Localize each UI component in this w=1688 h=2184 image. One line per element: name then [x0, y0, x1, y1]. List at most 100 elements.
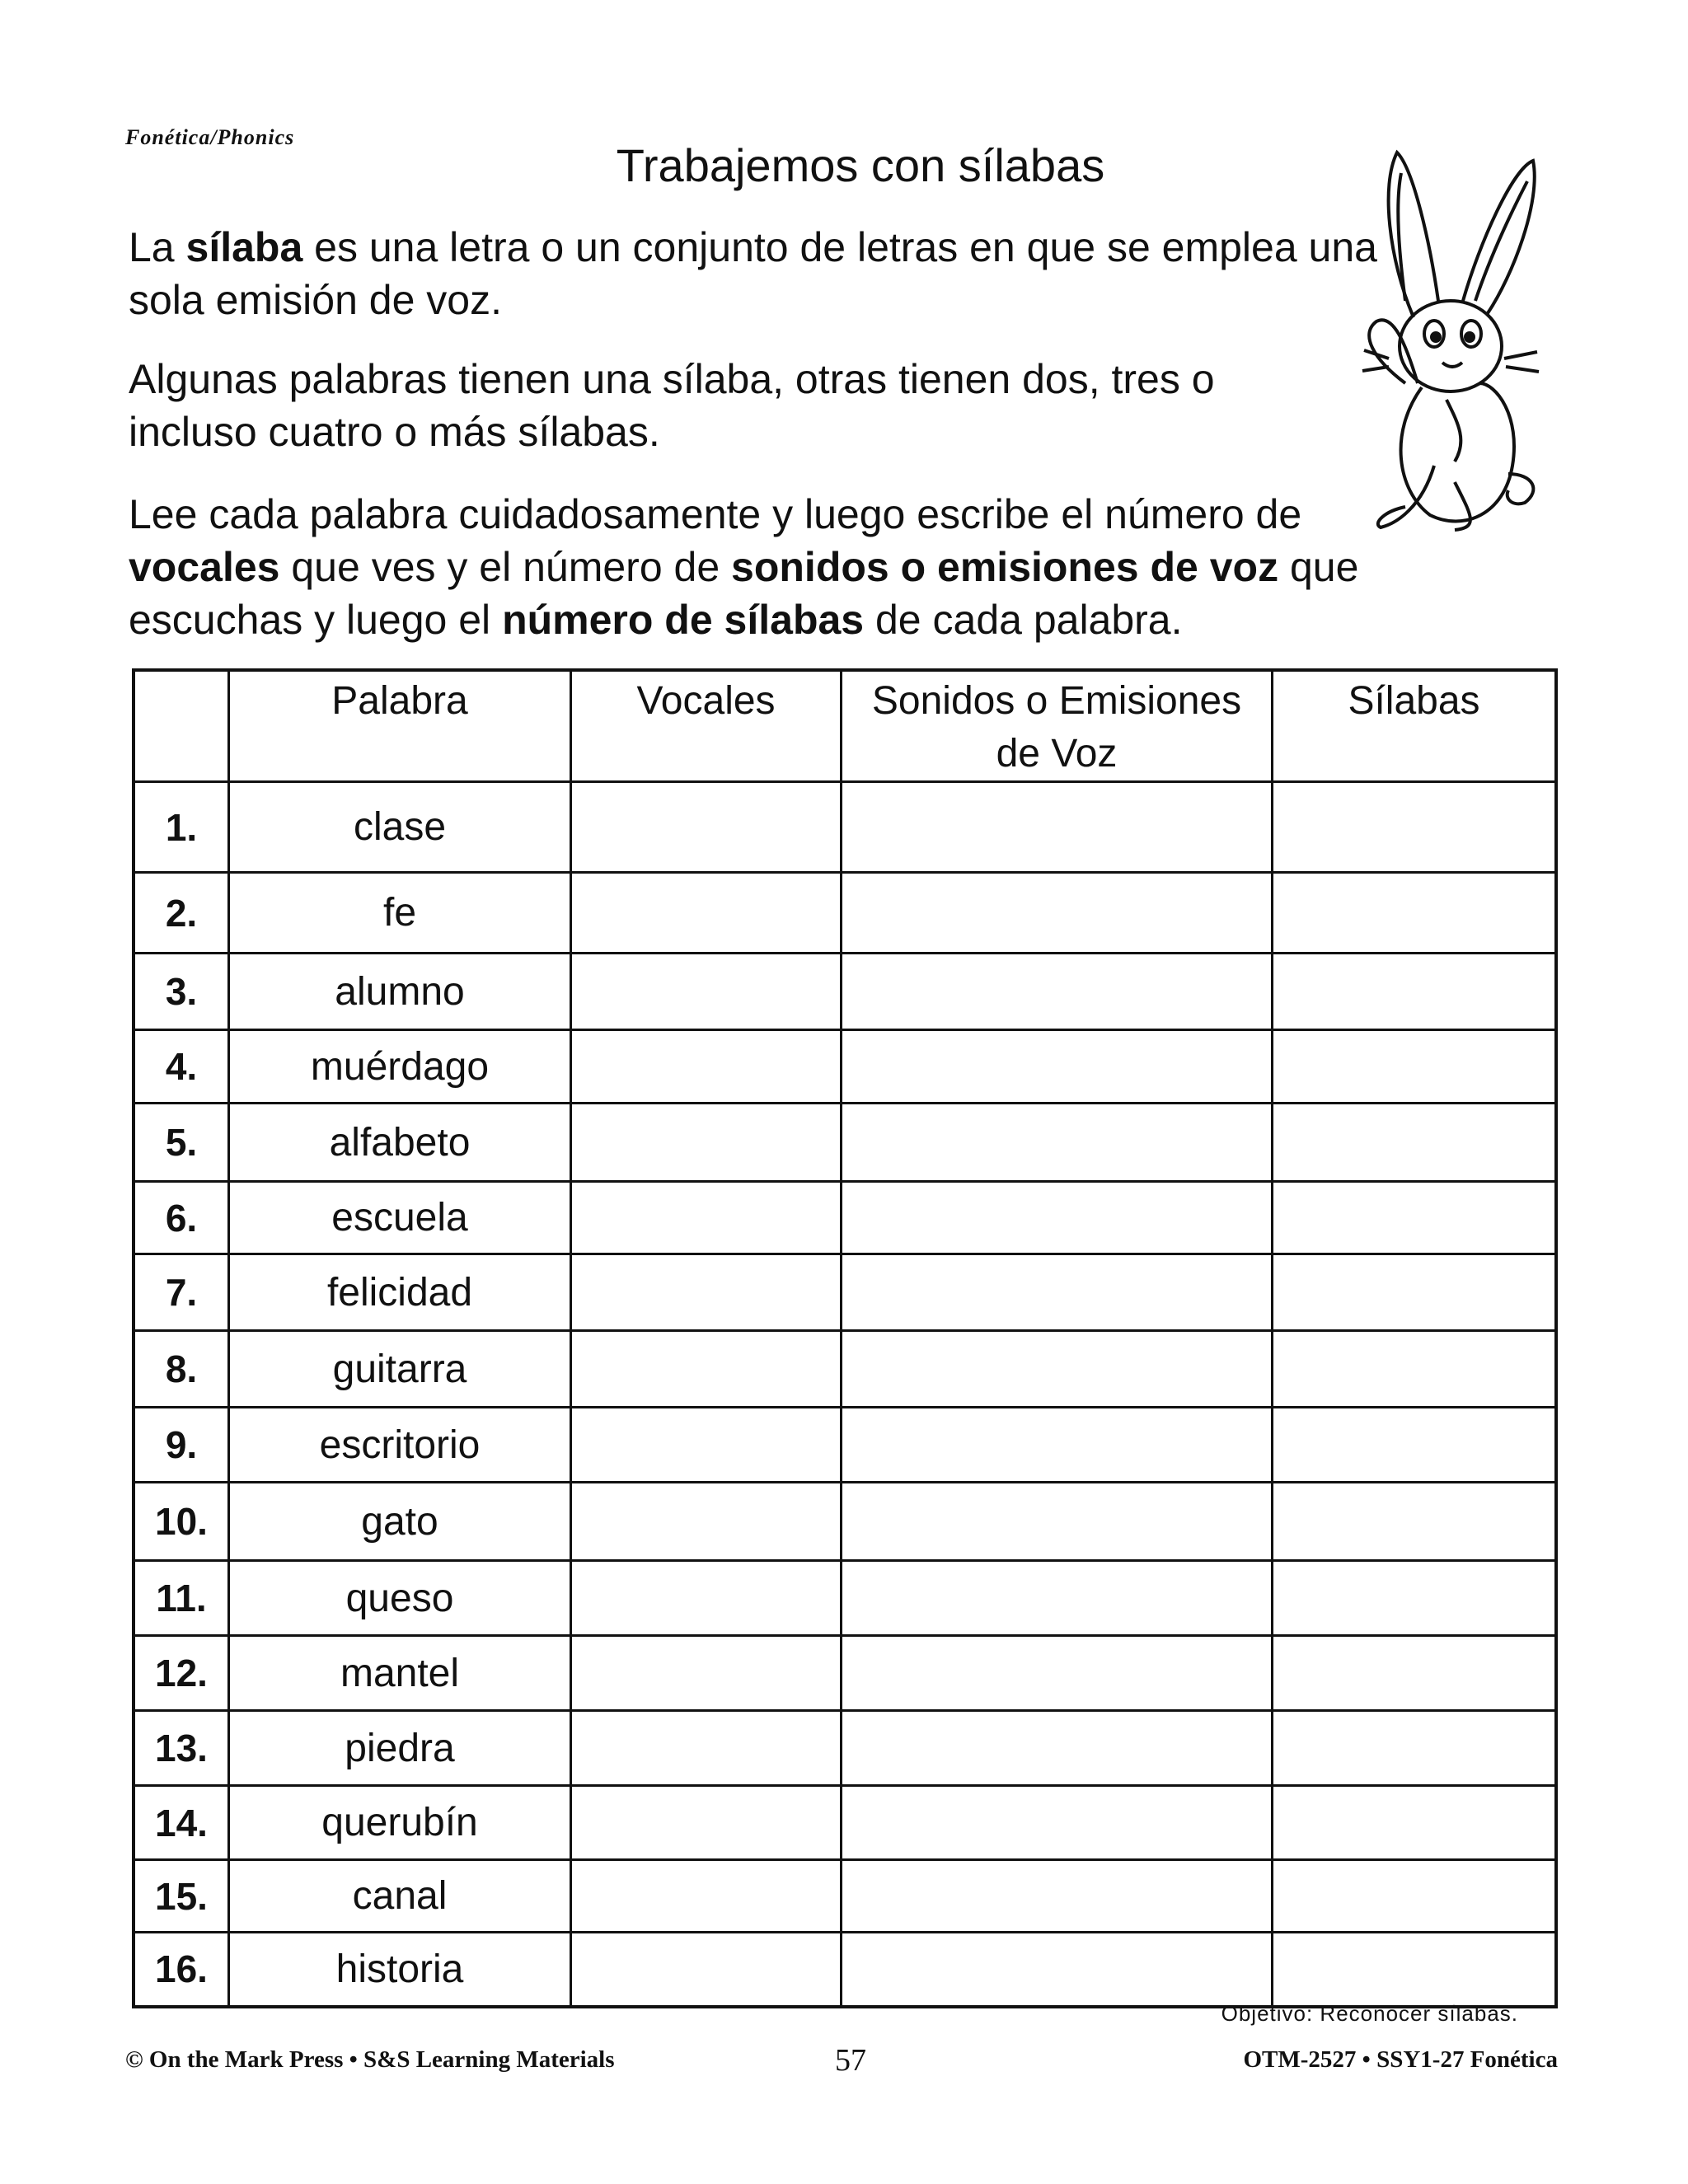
row-word: historia: [227, 1931, 572, 2008]
silabas-answer-cell[interactable]: [1271, 1406, 1558, 1483]
row-number: 3.: [132, 952, 230, 1031]
table-row: 6. escuela: [132, 1180, 1558, 1255]
sonidos-answer-cell[interactable]: [840, 1180, 1273, 1255]
table-row: 12. mantel: [132, 1634, 1558, 1712]
sonidos-answer-cell[interactable]: [840, 871, 1273, 954]
table-row: 13. piedra: [132, 1709, 1558, 1787]
row-word: piedra: [227, 1709, 572, 1787]
row-word: escritorio: [227, 1406, 572, 1483]
table-row: 8. guitarra: [132, 1329, 1558, 1408]
text: que ves y el número de: [279, 544, 732, 590]
silabas-answer-cell[interactable]: [1271, 1102, 1558, 1183]
vocales-answer-cell[interactable]: [570, 1481, 842, 1562]
vocales-answer-cell[interactable]: [570, 1858, 842, 1933]
sonidos-answer-cell[interactable]: [840, 1406, 1273, 1483]
row-word: guitarra: [227, 1329, 572, 1408]
table-row: 5. alfabeto: [132, 1102, 1558, 1183]
text: de cada palabra.: [864, 597, 1183, 643]
bold-term: vocales: [129, 544, 280, 590]
silabas-answer-cell[interactable]: [1271, 1559, 1558, 1637]
vocales-answer-cell[interactable]: [570, 1784, 842, 1861]
sonidos-answer-cell[interactable]: [840, 1709, 1273, 1787]
text: es una letra o un conjunto de letras en …: [129, 224, 1377, 323]
vocales-answer-cell[interactable]: [570, 1634, 842, 1712]
silabas-answer-cell[interactable]: [1271, 1180, 1558, 1255]
header-number: [132, 668, 230, 783]
silabas-answer-cell[interactable]: [1271, 1784, 1558, 1861]
vocales-answer-cell[interactable]: [570, 1559, 842, 1637]
vocales-answer-cell[interactable]: [570, 871, 842, 954]
sonidos-answer-cell[interactable]: [840, 1102, 1273, 1183]
table-row: 11. queso: [132, 1559, 1558, 1637]
row-number: 5.: [132, 1102, 230, 1183]
vocales-answer-cell[interactable]: [570, 1029, 842, 1104]
row-number: 14.: [132, 1784, 230, 1861]
silabas-answer-cell[interactable]: [1271, 1709, 1558, 1787]
sonidos-answer-cell[interactable]: [840, 1784, 1273, 1861]
sonidos-answer-cell[interactable]: [840, 1931, 1273, 2008]
bold-term: número de sílabas: [502, 597, 865, 643]
row-word: alumno: [227, 952, 572, 1031]
sonidos-answer-cell[interactable]: [840, 1858, 1273, 1933]
header-sonidos: Sonidos o Emisiones de Voz: [840, 668, 1273, 783]
table-row: 4. muérdago: [132, 1029, 1558, 1104]
row-word: escuela: [227, 1180, 572, 1255]
bold-term: sonidos o emisiones de voz: [731, 544, 1279, 590]
row-number: 11.: [132, 1559, 230, 1637]
vocales-answer-cell[interactable]: [570, 1180, 842, 1255]
vocales-answer-cell[interactable]: [570, 1329, 842, 1408]
header-silabas: Sílabas: [1271, 668, 1558, 783]
row-number: 16.: [132, 1931, 230, 2008]
silabas-answer-cell[interactable]: [1271, 1029, 1558, 1104]
silabas-answer-cell[interactable]: [1271, 1634, 1558, 1712]
sonidos-answer-cell[interactable]: [840, 1634, 1273, 1712]
silabas-answer-cell[interactable]: [1271, 1858, 1558, 1933]
row-number: 6.: [132, 1180, 230, 1255]
silabas-answer-cell[interactable]: [1271, 1253, 1558, 1332]
row-number: 8.: [132, 1329, 230, 1408]
table-row: 16. historia: [132, 1931, 1558, 2008]
table-row: 7. felicidad: [132, 1253, 1558, 1332]
sonidos-answer-cell[interactable]: [840, 1253, 1273, 1332]
row-word: fe: [227, 871, 572, 954]
vocales-answer-cell[interactable]: [570, 1931, 842, 2008]
row-word: querubín: [227, 1784, 572, 1861]
vocales-answer-cell[interactable]: [570, 1709, 842, 1787]
table-row: 14. querubín: [132, 1784, 1558, 1861]
text: que escuchas y luego el: [129, 544, 1359, 643]
sonidos-answer-cell[interactable]: [840, 1329, 1273, 1408]
bold-term: sílaba: [185, 224, 303, 270]
silabas-answer-cell[interactable]: [1271, 780, 1558, 874]
header-palabra: Palabra: [227, 668, 572, 783]
table-row: 1. clase: [132, 780, 1558, 874]
row-word: mantel: [227, 1634, 572, 1712]
silabas-answer-cell[interactable]: [1271, 1329, 1558, 1408]
vocales-answer-cell[interactable]: [570, 1253, 842, 1332]
silabas-answer-cell[interactable]: [1271, 1931, 1558, 2008]
table-row: 2. fe: [132, 871, 1558, 954]
silabas-answer-cell[interactable]: [1271, 871, 1558, 954]
syllable-worksheet-table: Palabra Vocales Sonidos o Emisiones de V…: [132, 668, 1558, 2008]
table-row: 10. gato: [132, 1481, 1558, 1562]
row-word: muérdago: [227, 1029, 572, 1104]
row-number: 15.: [132, 1858, 230, 1933]
row-word: felicidad: [227, 1253, 572, 1332]
sonidos-answer-cell[interactable]: [840, 952, 1273, 1031]
vocales-answer-cell[interactable]: [570, 780, 842, 874]
row-number: 4.: [132, 1029, 230, 1104]
sonidos-answer-cell[interactable]: [840, 1559, 1273, 1637]
row-word: queso: [227, 1559, 572, 1637]
silabas-answer-cell[interactable]: [1271, 1481, 1558, 1562]
row-number: 12.: [132, 1634, 230, 1712]
vocales-answer-cell[interactable]: [570, 952, 842, 1031]
row-word: alfabeto: [227, 1102, 572, 1183]
row-word: gato: [227, 1481, 572, 1562]
sonidos-answer-cell[interactable]: [840, 1481, 1273, 1562]
vocales-answer-cell[interactable]: [570, 1406, 842, 1483]
row-word: clase: [227, 780, 572, 874]
page-title: Trabajemos con sílabas: [616, 139, 1105, 191]
vocales-answer-cell[interactable]: [570, 1102, 842, 1183]
silabas-answer-cell[interactable]: [1271, 952, 1558, 1031]
sonidos-answer-cell[interactable]: [840, 780, 1273, 874]
sonidos-answer-cell[interactable]: [840, 1029, 1273, 1104]
